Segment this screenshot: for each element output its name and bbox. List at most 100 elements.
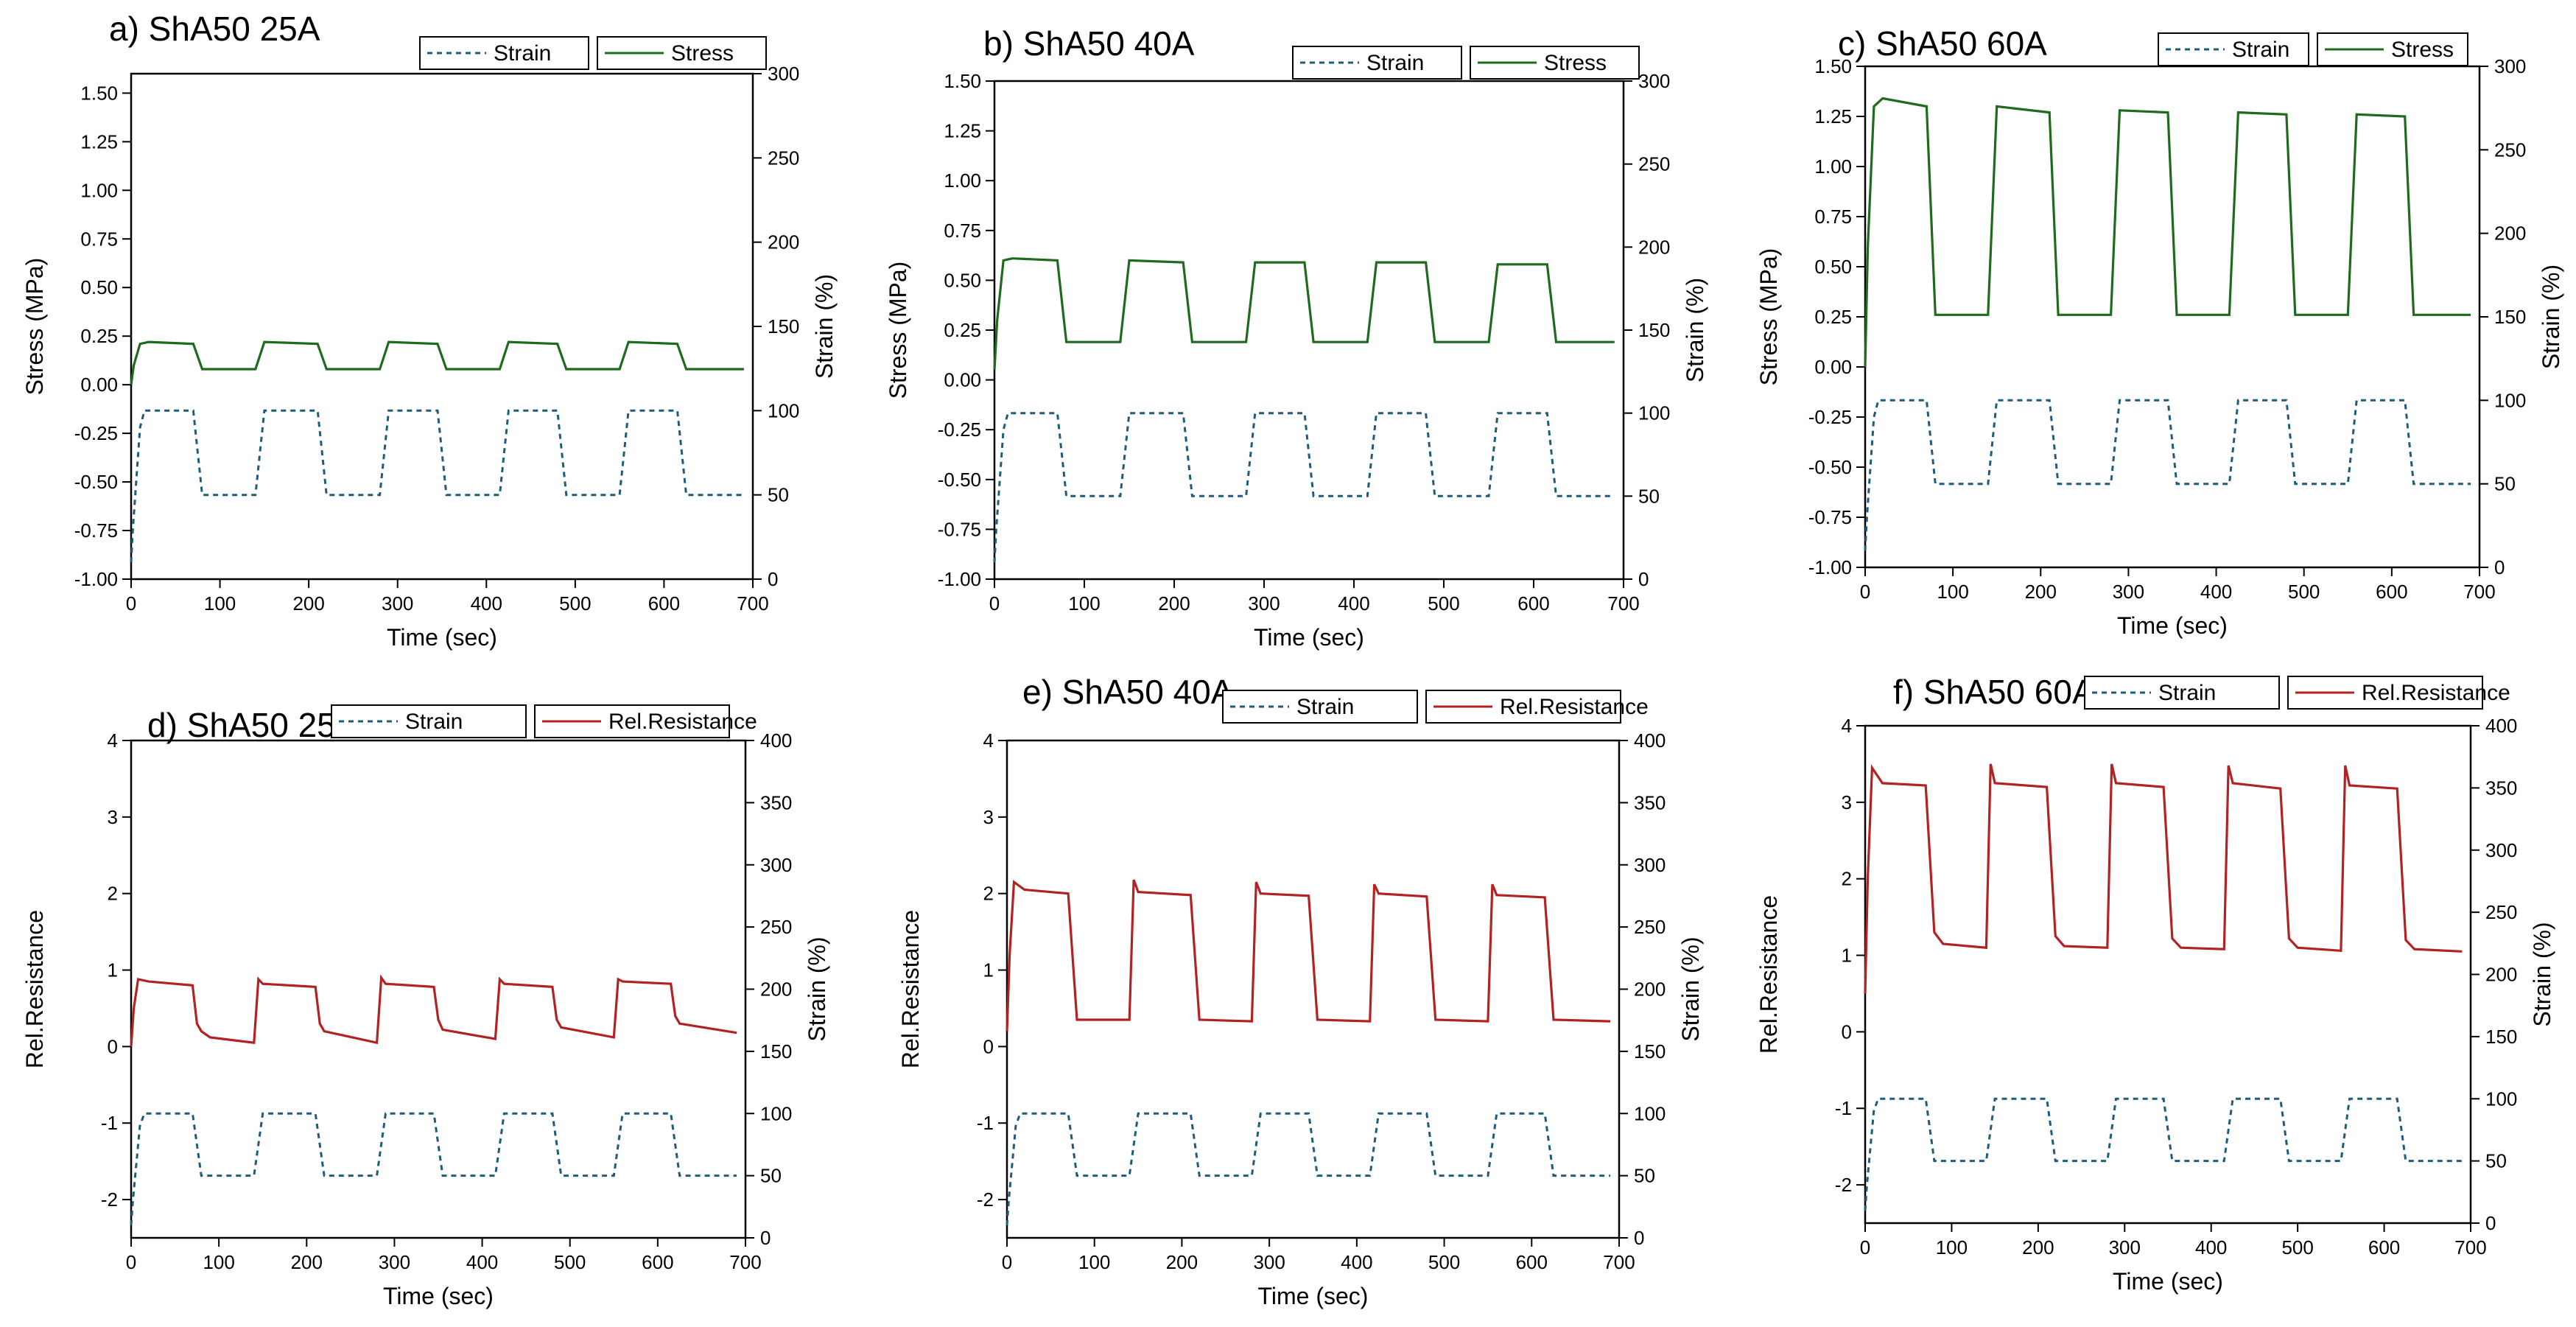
- y-tick-label: 0: [108, 1035, 118, 1057]
- x-tick-label: 600: [1517, 592, 1549, 615]
- series-line-stress: [993, 257, 1615, 371]
- x-axis-label: Time (sec): [1258, 1283, 1369, 1309]
- x-tick-label: 200: [1166, 1251, 1198, 1273]
- x-tick-label: 400: [1338, 592, 1369, 615]
- x-axis-label: Time (sec): [2113, 1268, 2223, 1295]
- y-tick-label: -2: [977, 1188, 994, 1211]
- x-tick-label: 400: [471, 592, 502, 615]
- x-tick-label: 100: [1936, 1236, 1968, 1258]
- x-tick-label: 400: [1341, 1251, 1372, 1273]
- x-tick-label: 300: [2113, 581, 2144, 603]
- y2-tick-label: 50: [2494, 473, 2516, 495]
- plot-frame: [130, 72, 754, 581]
- legend-label: Strain: [1366, 51, 1424, 75]
- y-tick-label: 1.50: [944, 70, 981, 92]
- y-tick-label: 1.50: [80, 82, 118, 104]
- y2-axis-label: Strain (%): [811, 274, 838, 379]
- x-tick-label: 700: [1603, 1251, 1635, 1273]
- legend-box: [534, 704, 730, 738]
- legend-label: Stress: [2391, 38, 2454, 62]
- y2-tick-label: 300: [2485, 839, 2517, 861]
- legend-label: Strain: [405, 710, 463, 734]
- y-tick-label: -2: [101, 1188, 118, 1211]
- y-tick-label: 1.25: [944, 120, 981, 142]
- y2-tick-label: 350: [2485, 777, 2517, 799]
- y2-axis-label: Strain (%): [1682, 278, 1708, 382]
- x-tick-label: 400: [466, 1251, 498, 1273]
- y2-tick-label: 100: [2485, 1088, 2517, 1110]
- y-tick-label: 0.00: [1814, 356, 1852, 378]
- y-tick-label: 1.50: [1814, 55, 1852, 77]
- y-tick-label: 0.25: [1814, 306, 1852, 328]
- x-tick-label: 200: [2022, 1236, 2054, 1258]
- plot-frame: [130, 739, 747, 1239]
- x-tick-label: 600: [1516, 1251, 1548, 1273]
- x-tick-label: 700: [1607, 592, 1639, 615]
- y2-tick-label: 250: [768, 147, 799, 169]
- x-axis-label: Time (sec): [387, 624, 497, 651]
- y-tick-label: 0.25: [80, 325, 118, 347]
- y2-tick-label: 250: [2485, 901, 2517, 923]
- x-tick-label: 300: [379, 1251, 410, 1273]
- x-tick-label: 200: [291, 1251, 323, 1273]
- x-axis-label: Time (sec): [2117, 612, 2228, 639]
- series-line-stress: [1864, 97, 2471, 368]
- x-tick-label: 100: [1937, 581, 1968, 603]
- y-tick-label: 3: [108, 806, 118, 828]
- y2-tick-label: 300: [1634, 854, 1666, 876]
- y2-tick-label: 400: [1634, 729, 1666, 752]
- y2-tick-label: 0: [2485, 1212, 2496, 1234]
- x-tick-label: 500: [554, 1251, 586, 1273]
- x-axis-label: Time (sec): [1254, 624, 1364, 651]
- x-tick-label: 0: [1002, 1251, 1012, 1273]
- y-tick-label: 0.50: [1814, 256, 1852, 278]
- x-tick-label: 0: [126, 592, 136, 615]
- legend: Strain Stress: [2158, 32, 2468, 66]
- y-tick-label: -0.75: [938, 518, 981, 540]
- series-line-rel-resistance: [1006, 879, 1611, 1032]
- legend-label: Stress: [1544, 51, 1607, 75]
- y-tick-label: 1.25: [1814, 105, 1852, 127]
- x-tick-label: 600: [2368, 1236, 2400, 1258]
- y-tick-label: 0.00: [944, 369, 981, 391]
- y2-axis-label: Strain (%): [2529, 922, 2555, 1026]
- x-tick-label: 100: [203, 1251, 234, 1273]
- chart-panel-a: 0 100 200 300 400 500 600 700-1.00-0.75-0.50-0.…: [21, 10, 838, 651]
- x-tick-label: 0: [1860, 581, 1870, 603]
- legend: Strain Rel.Resistance: [1222, 690, 1649, 724]
- y2-tick-label: 400: [2485, 715, 2517, 737]
- x-tick-label: 500: [2288, 581, 2320, 603]
- legend-label: Rel.Resistance: [608, 710, 757, 734]
- x-tick-label: 200: [1158, 592, 1190, 615]
- y-tick-label: -1: [101, 1112, 118, 1134]
- y2-tick-label: 0: [1634, 1227, 1644, 1249]
- y-tick-label: 1.25: [80, 130, 118, 153]
- chart-title: e) ShA50 40A: [1022, 673, 1234, 711]
- x-tick-label: 400: [2195, 1236, 2227, 1258]
- x-tick-label: 200: [2025, 581, 2057, 603]
- y-tick-label: -1.00: [1808, 556, 1852, 578]
- y-tick-label: 0: [1842, 1020, 1852, 1043]
- y-tick-label: -1.00: [938, 568, 981, 590]
- y-tick-label: 0.00: [80, 374, 118, 396]
- y-axis-label: Stress (MPa): [1755, 248, 1782, 386]
- y-tick-label: -0.75: [1808, 506, 1852, 528]
- y2-tick-label: 400: [760, 729, 792, 752]
- y2-tick-label: 50: [1638, 485, 1660, 507]
- legend-box: [1222, 690, 1418, 724]
- y-tick-label: 4: [983, 729, 994, 752]
- x-tick-label: 700: [729, 1251, 761, 1273]
- y2-tick-label: 200: [2494, 223, 2526, 245]
- y2-tick-label: 150: [2485, 1026, 2517, 1048]
- y-axis-label: Stress (MPa): [885, 262, 911, 399]
- y2-tick-label: 100: [1638, 402, 1670, 424]
- x-tick-label: 700: [2463, 581, 2495, 603]
- y-tick-label: -0.50: [74, 471, 118, 493]
- plot-frame: [1864, 65, 2481, 569]
- series-line-strain: [1864, 399, 2471, 551]
- y-tick-label: 2: [983, 883, 994, 905]
- plot-frame: [1864, 724, 2472, 1225]
- chart-panel-d: 0 100 200 300 400 500 600 700 -2 -1 0 1 2 3 4 0 50 100 150…: [21, 704, 830, 1309]
- y-tick-label: 1.00: [944, 169, 981, 192]
